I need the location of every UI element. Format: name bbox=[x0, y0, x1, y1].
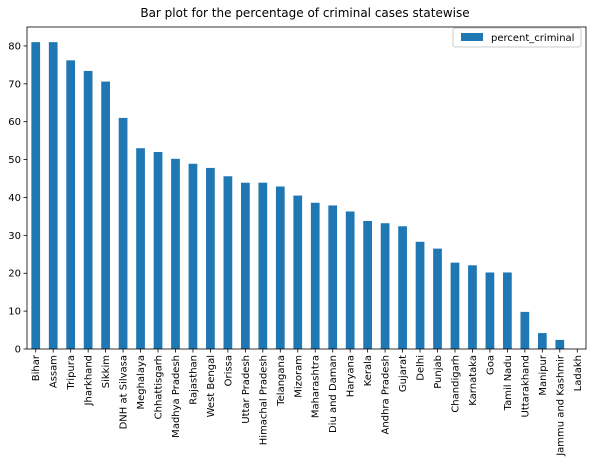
x-tick-label: Jharkhand bbox=[84, 355, 95, 406]
axes-frame bbox=[26, 26, 587, 350]
x-tick-label: Andhra Pradesh bbox=[381, 355, 392, 434]
y-tick-label: 60 bbox=[8, 117, 21, 128]
x-tick-label: Manipur bbox=[538, 354, 549, 396]
y-tick-label: 40 bbox=[8, 193, 21, 204]
bar-mizoram bbox=[293, 195, 303, 349]
x-tick-label: Orissa bbox=[223, 355, 234, 386]
x-tick-label: Mizoram bbox=[293, 355, 304, 398]
x-tick-label: Meghalaya bbox=[136, 355, 147, 410]
bar-jharkhand bbox=[83, 70, 93, 349]
bar-karnataka bbox=[468, 265, 477, 349]
y-tick-label: 0 bbox=[15, 345, 21, 356]
bar-diu-and-daman bbox=[328, 205, 338, 349]
y-tick-label: 30 bbox=[8, 231, 21, 242]
x-tick-label: Uttar Pradesh bbox=[241, 355, 252, 424]
bar-madhya-pradesh bbox=[171, 158, 180, 349]
x-tick-label: Assam bbox=[49, 355, 60, 388]
x-tick-label: Haryana bbox=[346, 355, 357, 397]
bar-sikkim bbox=[101, 81, 110, 350]
x-tick-label: Karnataka bbox=[468, 355, 479, 406]
bar-rajasthan bbox=[188, 163, 198, 349]
x-tick-label: DNH at Silvasa bbox=[119, 355, 130, 429]
x-tick-label: Maharashtra bbox=[311, 355, 322, 418]
bar-tripura bbox=[66, 60, 76, 350]
chart-title: Bar plot for the percentage of criminal … bbox=[140, 6, 469, 20]
x-tick-label: Chhattisgarh bbox=[154, 355, 165, 419]
plot-frame bbox=[26, 26, 587, 350]
x-tick-label: Tripura bbox=[66, 355, 77, 390]
bars-layer bbox=[31, 42, 565, 350]
x-tick-label: Tamil Nadu bbox=[503, 355, 514, 411]
bar-gujarat bbox=[398, 226, 407, 349]
bar-meghalaya bbox=[136, 148, 145, 349]
bar-himachal-pradesh bbox=[258, 182, 268, 349]
x-tick-label: West Bengal bbox=[206, 355, 217, 417]
bar-andhra-pradesh bbox=[380, 223, 390, 349]
y-tick-label: 80 bbox=[8, 41, 21, 52]
bar-west-bengal bbox=[206, 167, 215, 349]
bar-delhi bbox=[415, 241, 425, 349]
x-tick-label: Diu and Daman bbox=[328, 355, 339, 433]
x-tick-label: Madhya Pradesh bbox=[171, 355, 182, 438]
bar-chhattisgarh bbox=[153, 152, 163, 349]
x-tick-label: Ladakh bbox=[573, 355, 584, 391]
x-tick-label: Punjab bbox=[433, 355, 444, 389]
x-tick-label: Sikkim bbox=[101, 355, 112, 388]
legend-label: percent_criminal bbox=[491, 33, 574, 44]
x-tick-label: Telangana bbox=[276, 355, 287, 407]
y-tick-label: 10 bbox=[8, 307, 21, 318]
x-tick-label: Goa bbox=[485, 355, 496, 375]
legend-box bbox=[452, 27, 582, 48]
bar-orissa bbox=[223, 176, 233, 349]
bar-telangana bbox=[275, 186, 285, 349]
bar-dnh-at-silvasa bbox=[118, 117, 128, 349]
bar-uttarakhand bbox=[520, 311, 530, 349]
bar-bihar bbox=[31, 42, 41, 350]
y-tick-label: 20 bbox=[8, 269, 21, 280]
x-tick-label: Kerala bbox=[363, 355, 374, 386]
bar-tamil-nadu bbox=[503, 272, 512, 349]
x-tick-label: Delhi bbox=[416, 355, 427, 381]
bar-kerala bbox=[363, 220, 372, 349]
x-tick-label: Himachal Pradesh bbox=[258, 355, 269, 445]
y-tick-label: 50 bbox=[8, 155, 21, 166]
y-tick-label: 70 bbox=[8, 79, 21, 90]
legend-swatch bbox=[461, 33, 483, 41]
y-axis-ticks: 0 10 20 30 40 50 60 70 80 bbox=[8, 41, 27, 356]
bar-jammu-and-kashmir bbox=[555, 339, 565, 349]
bar-manipur bbox=[537, 333, 547, 349]
bar-haryana bbox=[345, 211, 355, 349]
bar-goa bbox=[485, 272, 495, 349]
x-tick-label: Chandigarh bbox=[450, 355, 461, 413]
bar-assam bbox=[48, 42, 58, 350]
legend: percent_criminal bbox=[452, 27, 582, 48]
x-axis-ticks: Bihar Assam Tripura Jharkhand Sikkim DNH at S… bbox=[31, 349, 584, 457]
x-tick-label: Jammu and Kashmir bbox=[555, 354, 566, 457]
bar-uttar-pradesh bbox=[240, 182, 250, 349]
x-tick-label: Bihar bbox=[31, 354, 42, 381]
bar-chandigarh bbox=[450, 262, 460, 349]
x-tick-label: Rajasthan bbox=[188, 355, 199, 405]
bar-maharashtra bbox=[310, 202, 320, 349]
x-tick-label: Gujarat bbox=[398, 355, 409, 392]
x-tick-label: Uttarakhand bbox=[520, 355, 531, 417]
bar-punjab bbox=[433, 248, 442, 349]
